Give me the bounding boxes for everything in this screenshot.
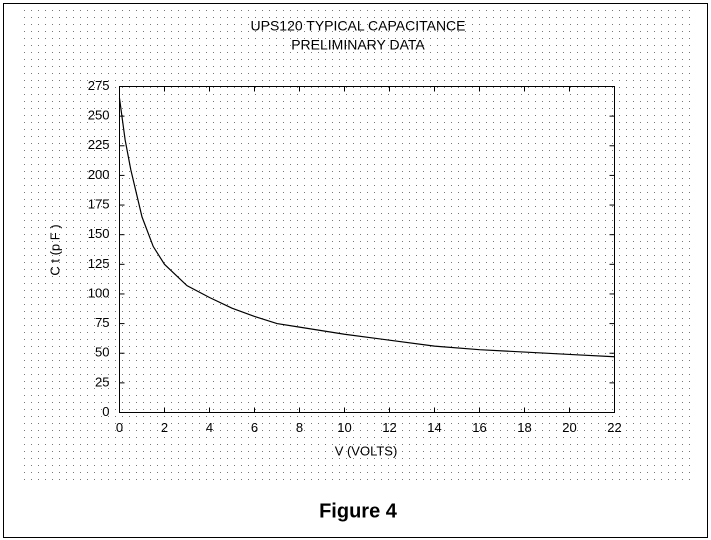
y-tick-label: 125 xyxy=(88,256,110,271)
caption: Figure 4 xyxy=(319,500,398,522)
x-tick-label: 8 xyxy=(296,420,303,435)
x-tick-label: 12 xyxy=(382,420,396,435)
x-tick-label: 14 xyxy=(427,420,441,435)
y-axis-label: C t (p F ) xyxy=(47,224,62,275)
chart-title: UPS120 TYPICAL CAPACITANCE xyxy=(251,18,466,34)
x-tick-label: 16 xyxy=(472,420,486,435)
dotted-background xyxy=(18,10,692,480)
chart-subtitle: PRELIMINARY DATA xyxy=(291,37,425,53)
y-tick-label: 150 xyxy=(88,226,110,241)
y-tick-label: 225 xyxy=(88,137,110,152)
x-tick-label: 10 xyxy=(337,420,351,435)
x-tick-label: 2 xyxy=(161,420,168,435)
y-tick-label: 25 xyxy=(95,374,109,389)
x-tick-label: 0 xyxy=(116,420,123,435)
y-tick-label: 200 xyxy=(88,167,110,182)
data-line xyxy=(118,98,615,358)
x-tick-label: 22 xyxy=(607,420,621,435)
y-tick-label: 250 xyxy=(88,108,110,123)
y-tick-label: 275 xyxy=(88,78,110,93)
x-tick-label: 18 xyxy=(517,420,531,435)
y-tick-label: 50 xyxy=(95,345,109,360)
x-tick-label: 4 xyxy=(206,420,213,435)
y-tick-label: 75 xyxy=(95,315,109,330)
y-tick-label: 175 xyxy=(88,196,110,211)
x-tick-label: 20 xyxy=(562,420,576,435)
x-tick-label: 6 xyxy=(251,420,258,435)
y-tick-label: 0 xyxy=(102,404,109,419)
y-tick-label: 100 xyxy=(88,285,110,300)
x-axis-label: V (VOLTS) xyxy=(335,443,398,458)
plot-box xyxy=(119,86,615,413)
